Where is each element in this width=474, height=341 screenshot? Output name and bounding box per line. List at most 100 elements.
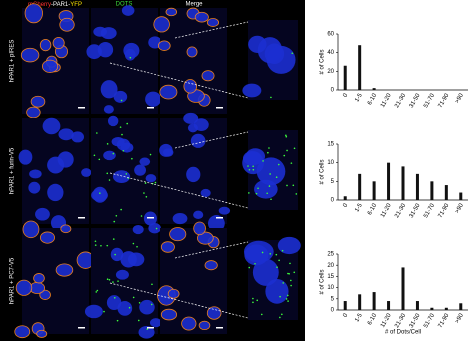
- x-tick-label: 21-30: [394, 202, 407, 219]
- nucleus: [97, 42, 114, 58]
- dot: [286, 294, 289, 297]
- panel-title: DOTS: [116, 2, 133, 8]
- dot: [293, 271, 296, 274]
- dot: [276, 266, 278, 269]
- nucleus: [193, 221, 206, 236]
- dot: [121, 133, 123, 136]
- dot: [108, 179, 111, 181]
- scale-bar: [78, 217, 85, 219]
- dot: [292, 184, 295, 187]
- dot: [287, 272, 289, 275]
- nucleus: [120, 251, 137, 268]
- nucleus: [107, 115, 119, 127]
- dot: [128, 306, 131, 309]
- nucleus: [244, 244, 269, 266]
- nucleus: [206, 306, 222, 320]
- x-tick-label: 0: [342, 202, 349, 208]
- nucleus: [103, 105, 114, 114]
- x-tick-label: 0: [342, 92, 349, 98]
- nucleus: [193, 118, 209, 132]
- nucleus: [106, 295, 122, 311]
- dot: [151, 283, 153, 286]
- nucleus: [159, 84, 178, 100]
- dot: [281, 313, 283, 316]
- nucleus: [169, 227, 187, 242]
- bar: [401, 166, 405, 200]
- x-tick-label: 71-90: [438, 312, 451, 329]
- nucleus: [92, 186, 108, 203]
- x-tick-label: >90: [455, 202, 466, 214]
- dot: [140, 215, 143, 217]
- scale-bar: [147, 327, 154, 329]
- dot: [248, 192, 250, 194]
- nucleus: [36, 329, 48, 338]
- dot: [252, 301, 254, 304]
- nucleus: [52, 36, 65, 50]
- dot: [137, 319, 140, 322]
- y-tick-label: 15: [327, 142, 334, 148]
- nucleus: [35, 207, 50, 221]
- micrograph: [18, 117, 92, 231]
- dot: [138, 302, 141, 304]
- micrograph: [91, 115, 158, 226]
- nucleus: [181, 316, 197, 331]
- dot: [116, 319, 119, 322]
- x-tick-label: 11-20: [380, 202, 393, 218]
- micrograph: [159, 112, 231, 232]
- x-tick-label: 1-5: [354, 312, 364, 323]
- y-tick-label: 10: [327, 160, 334, 166]
- dot: [267, 151, 269, 154]
- dot: [285, 298, 288, 300]
- dot: [100, 244, 102, 247]
- dot: [96, 132, 98, 134]
- y-tick-label: 0: [331, 308, 335, 314]
- nucleus: [132, 224, 144, 235]
- nucleus: [124, 48, 136, 61]
- dot: [290, 279, 292, 282]
- nucleus: [172, 212, 188, 225]
- dot: [112, 238, 115, 240]
- y-axis-label: # of Cells: [320, 159, 326, 184]
- nucleus: [277, 236, 301, 255]
- dot: [98, 158, 101, 161]
- dot: [275, 176, 278, 179]
- dot: [290, 162, 293, 164]
- nucleus: [183, 79, 197, 94]
- nucleus: [59, 17, 75, 32]
- dot: [286, 149, 288, 152]
- dot: [106, 143, 109, 145]
- dot: [136, 245, 138, 248]
- nucleus: [84, 304, 103, 319]
- dot: [282, 282, 285, 284]
- dot: [126, 122, 129, 125]
- dot: [94, 240, 97, 243]
- bar: [343, 301, 347, 310]
- nucleus: [148, 223, 161, 234]
- nucleus: [206, 18, 220, 27]
- nucleus: [190, 133, 206, 148]
- nucleus: [204, 260, 218, 271]
- nucleus: [145, 91, 162, 107]
- dot: [255, 192, 258, 195]
- nucleus: [47, 156, 65, 174]
- x-tick-label: 31-50: [409, 312, 422, 329]
- nucleus: [265, 278, 289, 304]
- dot: [247, 165, 249, 167]
- y-tick-label: 5: [331, 296, 335, 302]
- x-tick-label: 11-20: [380, 312, 393, 328]
- dot: [129, 56, 132, 59]
- dot: [95, 291, 98, 293]
- dot: [252, 165, 254, 168]
- dot: [154, 181, 157, 184]
- dot: [285, 135, 288, 138]
- dot: [132, 242, 135, 245]
- dot: [260, 313, 263, 316]
- dot: [279, 295, 281, 298]
- bar: [372, 181, 376, 200]
- nucleus: [42, 59, 59, 73]
- x-tick-label: 51-70: [423, 202, 436, 219]
- dot: [114, 253, 116, 256]
- nucleus: [186, 166, 201, 183]
- row-label: hPAR1 + PC7-V5: [10, 257, 16, 304]
